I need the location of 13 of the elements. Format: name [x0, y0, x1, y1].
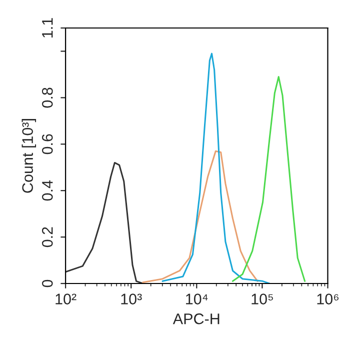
y-tick-label: 0.4: [42, 180, 53, 201]
y-tick-label: 0.8: [42, 88, 53, 108]
y-tick-label: 1.1: [42, 18, 53, 38]
x-tick-label: 10⁶: [317, 294, 338, 304]
x-tick-label: 10²: [56, 294, 76, 304]
x-tick-label: 10⁴: [186, 294, 208, 304]
x-tick-label: 10⁵: [252, 294, 273, 304]
y-axis-title: Count [10³]: [22, 119, 36, 193]
y-tick-label: 0.6: [42, 134, 53, 154]
y-tick-label: 0: [42, 280, 53, 288]
y-tick-label: 0.2: [42, 227, 53, 248]
x-axis-title: APC-H: [172, 313, 220, 324]
x-tick-label: 10³: [121, 294, 142, 304]
